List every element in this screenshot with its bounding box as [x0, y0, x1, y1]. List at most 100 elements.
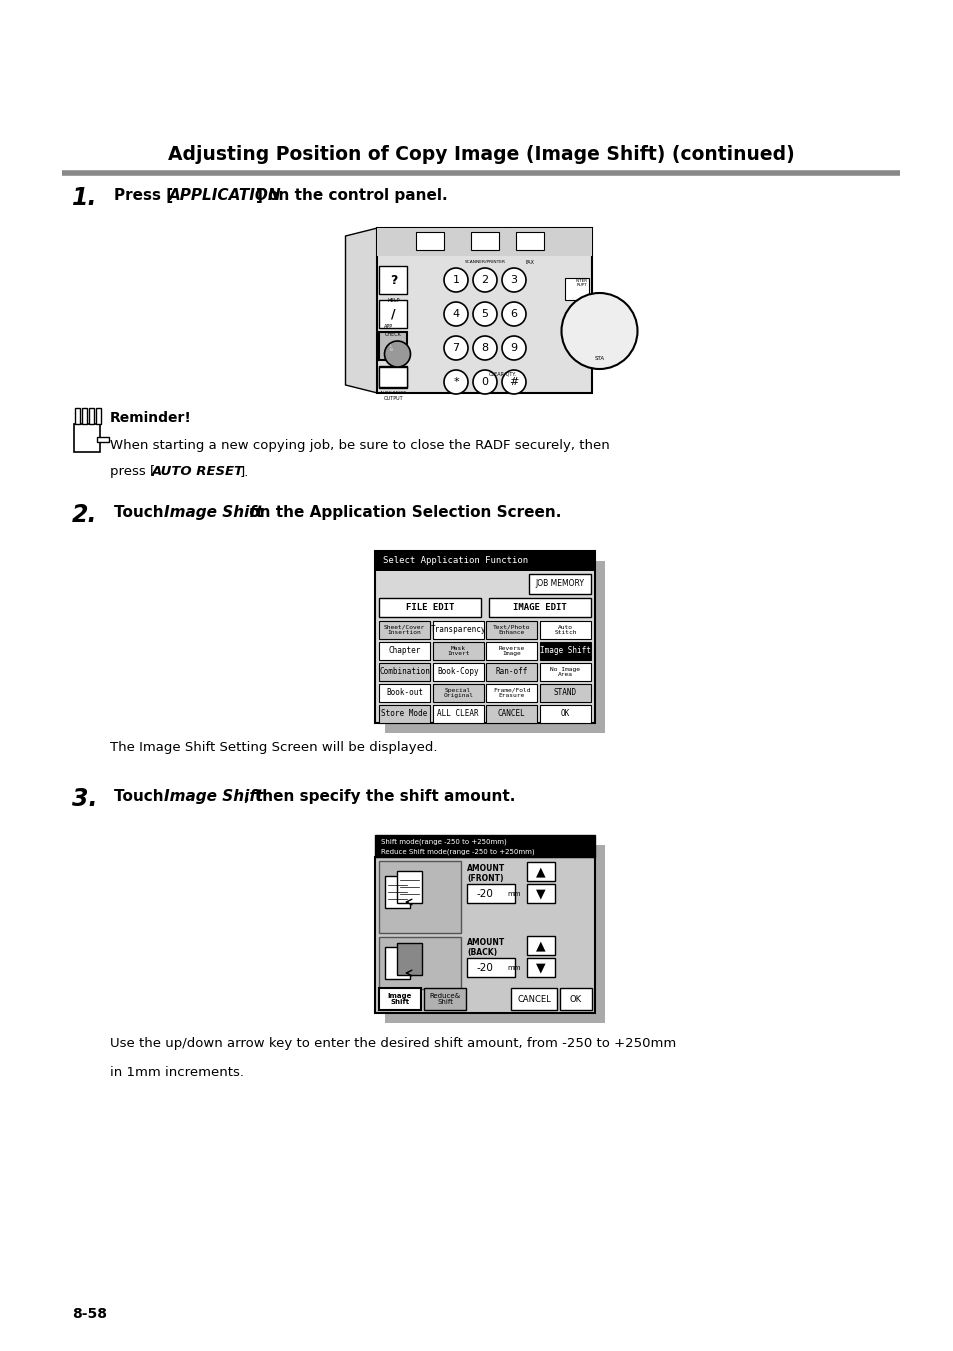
- Text: Image
Shift: Image Shift: [388, 993, 412, 1005]
- Bar: [486, 642, 537, 661]
- Bar: [74, 424, 100, 453]
- Bar: [564, 278, 588, 300]
- Bar: [432, 620, 483, 639]
- Bar: [511, 988, 557, 1011]
- Bar: [378, 861, 460, 934]
- Text: ?: ?: [390, 273, 396, 286]
- Text: Store Mode: Store Mode: [381, 709, 427, 719]
- Text: Special
Original: Special Original: [443, 688, 473, 698]
- Text: /: /: [391, 308, 395, 320]
- Text: ▲: ▲: [536, 939, 545, 952]
- Text: Chapter: Chapter: [388, 646, 420, 655]
- Text: ] on the control panel.: ] on the control panel.: [256, 188, 448, 203]
- Circle shape: [443, 370, 468, 394]
- Text: 8: 8: [481, 343, 488, 353]
- Text: 9: 9: [510, 343, 517, 353]
- Text: Book-Copy: Book-Copy: [436, 667, 478, 677]
- Bar: [432, 662, 483, 681]
- Bar: [467, 884, 515, 902]
- Text: The Image Shift Setting Screen will be displayed.: The Image Shift Setting Screen will be d…: [110, 740, 437, 754]
- Text: JOB MEMORY: JOB MEMORY: [535, 580, 584, 588]
- Circle shape: [501, 370, 525, 394]
- Text: FAX: FAX: [525, 259, 534, 265]
- Bar: [375, 857, 595, 1013]
- Bar: [379, 266, 407, 295]
- Bar: [526, 958, 555, 977]
- Text: 3: 3: [510, 276, 517, 285]
- Text: ALL CLEAR: ALL CLEAR: [436, 709, 478, 719]
- Bar: [416, 232, 443, 250]
- Bar: [516, 232, 543, 250]
- Text: SCANNER/PRINTER: SCANNER/PRINTER: [464, 259, 505, 263]
- Text: Shift mode(range -250 to +250mm): Shift mode(range -250 to +250mm): [380, 838, 506, 844]
- Text: 4: 4: [452, 309, 459, 319]
- Text: in 1mm increments.: in 1mm increments.: [110, 1066, 244, 1079]
- Circle shape: [384, 340, 410, 367]
- Text: 7: 7: [452, 343, 459, 353]
- Bar: [539, 662, 590, 681]
- Text: APP: APP: [383, 324, 393, 330]
- Text: Transparency: Transparency: [430, 626, 485, 634]
- Text: IMAGE EDIT: IMAGE EDIT: [513, 603, 566, 612]
- Text: Use the up/down arrow key to enter the desired shift amount, from -250 to +250mm: Use the up/down arrow key to enter the d…: [110, 1038, 676, 1050]
- Text: Reduce Shift mode(range -250 to +250mm): Reduce Shift mode(range -250 to +250mm): [380, 848, 534, 855]
- Text: Text/Photo
Enhance: Text/Photo Enhance: [493, 624, 530, 635]
- Polygon shape: [345, 228, 377, 393]
- Text: 1: 1: [452, 276, 459, 285]
- Text: OUTPUT: OUTPUT: [383, 396, 403, 401]
- Bar: [379, 366, 407, 388]
- Bar: [486, 704, 537, 723]
- Text: CANCEL: CANCEL: [517, 994, 550, 1004]
- Text: AMOUNT
(FRONT): AMOUNT (FRONT): [467, 865, 505, 882]
- Text: 8-58: 8-58: [71, 1306, 107, 1321]
- Bar: [378, 642, 430, 661]
- Text: Reverse
Image: Reverse Image: [498, 646, 524, 657]
- Bar: [539, 704, 590, 723]
- Bar: [467, 958, 515, 977]
- Text: Mask
Invert: Mask Invert: [446, 646, 469, 657]
- Text: CANCEL: CANCEL: [497, 709, 525, 719]
- Text: DATA: DATA: [421, 234, 437, 239]
- Text: L
N: L N: [389, 343, 392, 353]
- Bar: [489, 597, 590, 616]
- Bar: [375, 551, 595, 723]
- Bar: [95, 408, 100, 424]
- Bar: [378, 704, 430, 723]
- Text: Press [: Press [: [113, 188, 172, 203]
- Text: -20: -20: [476, 962, 493, 973]
- Text: 6: 6: [510, 309, 517, 319]
- Circle shape: [501, 336, 525, 359]
- Text: When starting a new copying job, be sure to close the RADF securely, then: When starting a new copying job, be sure…: [110, 439, 609, 453]
- Text: mm: mm: [506, 890, 520, 897]
- Bar: [385, 561, 604, 734]
- Circle shape: [501, 303, 525, 326]
- Text: 2.: 2.: [71, 503, 97, 527]
- Bar: [385, 844, 604, 1023]
- Bar: [432, 684, 483, 703]
- Text: INTER
RUPT: INTER RUPT: [575, 278, 587, 288]
- Text: AUTO RESET: AUTO RESET: [380, 390, 406, 394]
- Circle shape: [473, 370, 497, 394]
- Circle shape: [443, 303, 468, 326]
- Text: -20: -20: [476, 889, 493, 898]
- Bar: [526, 884, 555, 902]
- Text: #: #: [509, 377, 518, 386]
- Text: Image Shift: Image Shift: [539, 646, 590, 655]
- Text: Combination: Combination: [378, 667, 430, 677]
- Bar: [471, 232, 498, 250]
- Bar: [378, 597, 480, 616]
- Text: Touch: Touch: [113, 505, 169, 520]
- Text: CLEAR/QTY.: CLEAR/QTY.: [489, 372, 517, 376]
- Text: ▲: ▲: [536, 865, 545, 878]
- Circle shape: [443, 336, 468, 359]
- Bar: [378, 662, 430, 681]
- Text: AMOUNT
(BACK): AMOUNT (BACK): [467, 938, 505, 957]
- Bar: [432, 642, 483, 661]
- Circle shape: [561, 293, 637, 369]
- Bar: [385, 947, 410, 979]
- Text: STAND: STAND: [554, 688, 577, 697]
- Bar: [539, 620, 590, 639]
- Bar: [526, 936, 555, 955]
- Text: 2: 2: [481, 276, 488, 285]
- Text: OK: OK: [560, 709, 570, 719]
